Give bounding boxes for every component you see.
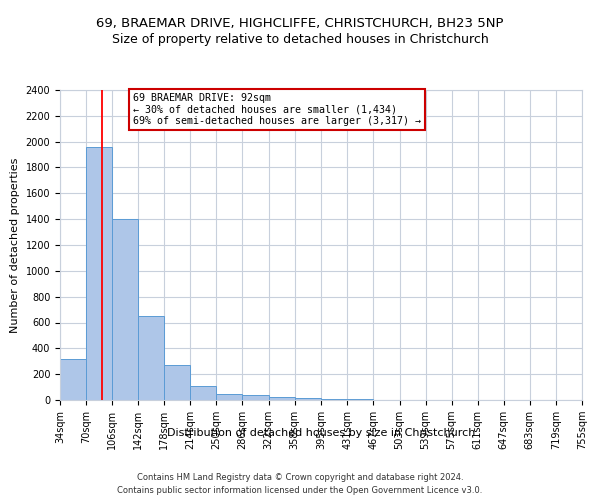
Bar (242, 396, 269, 400)
Bar (190, 386, 217, 400)
Text: Distribution of detached houses by size in Christchurch: Distribution of detached houses by size … (167, 428, 475, 438)
Text: Size of property relative to detached houses in Christchurch: Size of property relative to detached ho… (112, 32, 488, 46)
Bar (60, 358, 86, 400)
Bar (322, 399, 347, 400)
Bar (164, 365, 190, 400)
Text: Contains public sector information licensed under the Open Government Licence v3: Contains public sector information licen… (118, 486, 482, 495)
Y-axis label: Number of detached properties: Number of detached properties (10, 158, 20, 332)
Bar (269, 398, 295, 400)
Bar (138, 316, 164, 400)
Bar (295, 398, 322, 400)
Bar (217, 394, 242, 400)
Bar (112, 219, 138, 400)
Bar (86, 147, 112, 400)
Text: 69 BRAEMAR DRIVE: 92sqm
← 30% of detached houses are smaller (1,434)
69% of semi: 69 BRAEMAR DRIVE: 92sqm ← 30% of detache… (133, 93, 421, 126)
Text: Contains HM Land Registry data © Crown copyright and database right 2024.: Contains HM Land Registry data © Crown c… (137, 472, 463, 482)
Text: 69, BRAEMAR DRIVE, HIGHCLIFFE, CHRISTCHURCH, BH23 5NP: 69, BRAEMAR DRIVE, HIGHCLIFFE, CHRISTCHU… (96, 18, 504, 30)
